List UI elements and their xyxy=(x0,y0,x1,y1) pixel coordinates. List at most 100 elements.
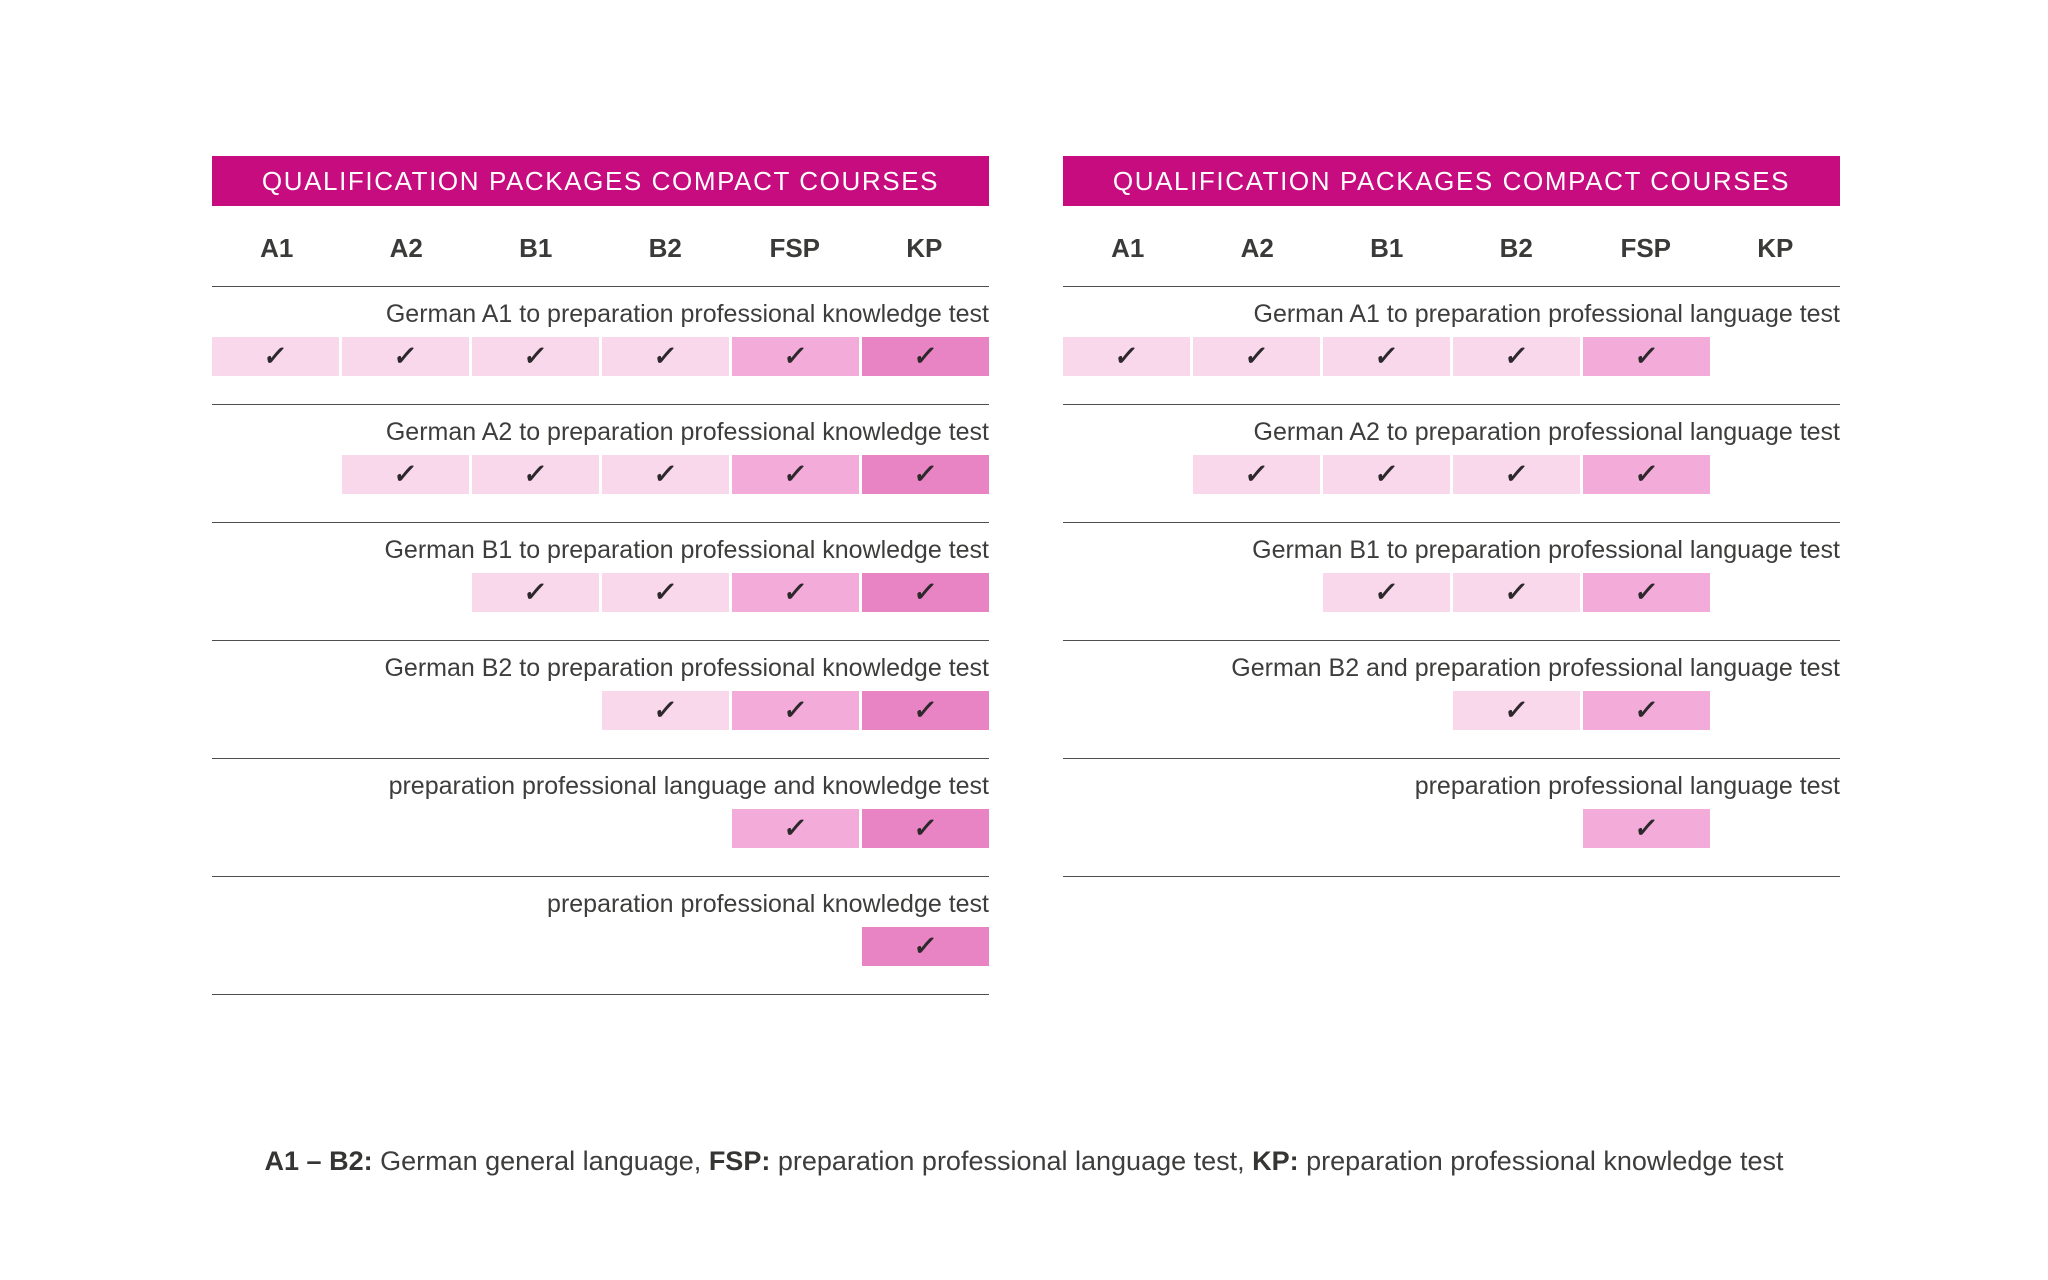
empty-cell xyxy=(1713,573,1840,612)
check-icon: ✓ xyxy=(1633,695,1660,725)
check-icon: ✓ xyxy=(1373,459,1400,489)
check-cell-kp: ✓ xyxy=(862,337,989,376)
check-cell-b2: ✓ xyxy=(602,691,729,730)
check-cell-b1: ✓ xyxy=(1323,337,1450,376)
check-cell-b1: ✓ xyxy=(472,455,599,494)
row-cells: ✓ ✓ ✓ ✓ ✓ xyxy=(1063,337,1840,376)
column-header-kp: KP xyxy=(1757,232,1794,263)
table-rows: German A1 to preparation professional la… xyxy=(1063,287,1840,877)
check-icon: ✓ xyxy=(782,813,809,843)
row-label: German B2 to preparation professional kn… xyxy=(384,654,989,682)
check-cell-b2: ✓ xyxy=(602,455,729,494)
row-label: German A2 to preparation professional la… xyxy=(1253,418,1841,446)
check-cell-kp: ✓ xyxy=(862,455,989,494)
qualification-table-language: QUALIFICATION PACKAGES COMPACT COURSES A… xyxy=(1063,156,1840,877)
row-cells: ✓ xyxy=(212,927,989,966)
check-cell-b1: ✓ xyxy=(472,337,599,376)
check-cell-b2: ✓ xyxy=(602,337,729,376)
check-icon: ✓ xyxy=(912,577,939,607)
row-label: preparation professional language and kn… xyxy=(388,772,989,800)
check-cell-b1: ✓ xyxy=(1323,573,1450,612)
column-header-kp: KP xyxy=(906,232,943,263)
table-row: German B2 to preparation professional kn… xyxy=(212,641,989,759)
check-icon: ✓ xyxy=(1503,459,1530,489)
check-icon: ✓ xyxy=(262,341,289,371)
check-icon: ✓ xyxy=(782,341,809,371)
check-cell-kp: ✓ xyxy=(862,573,989,612)
check-cell-b1: ✓ xyxy=(472,573,599,612)
table-row: German A2 to preparation professional la… xyxy=(1063,405,1840,523)
check-icon: ✓ xyxy=(1633,813,1660,843)
check-icon: ✓ xyxy=(912,813,939,843)
empty-cell xyxy=(472,809,599,848)
empty-cell xyxy=(472,691,599,730)
empty-cell xyxy=(1713,455,1840,494)
table-row: German B1 to preparation professional kn… xyxy=(212,523,989,641)
empty-cell xyxy=(1453,809,1580,848)
check-icon: ✓ xyxy=(912,695,939,725)
table-row: German A2 to preparation professional kn… xyxy=(212,405,989,523)
check-cell-fsp: ✓ xyxy=(1583,455,1710,494)
legend-key-kp: KP: xyxy=(1252,1146,1299,1176)
legend-text-fsp: preparation professional language test, xyxy=(770,1146,1253,1176)
check-cell-fsp: ✓ xyxy=(1583,691,1710,730)
check-cell-kp: ✓ xyxy=(862,809,989,848)
check-cell-a2: ✓ xyxy=(1193,337,1320,376)
check-icon: ✓ xyxy=(1633,577,1660,607)
check-icon: ✓ xyxy=(1503,577,1530,607)
legend-key-fsp: FSP: xyxy=(708,1146,771,1176)
empty-cell xyxy=(732,927,859,966)
column-header-a1: A1 xyxy=(260,232,294,263)
check-cell-b1: ✓ xyxy=(1323,455,1450,494)
check-icon: ✓ xyxy=(1503,341,1530,371)
row-cells: ✓ xyxy=(1063,809,1840,848)
table-row: preparation professional language and kn… xyxy=(212,759,989,877)
row-label: German A2 to preparation professional kn… xyxy=(385,418,989,446)
check-cell-fsp: ✓ xyxy=(1583,573,1710,612)
row-cells: ✓ ✓ ✓ ✓ ✓ ✓ xyxy=(212,337,989,376)
check-icon: ✓ xyxy=(1633,341,1660,371)
empty-cell xyxy=(1323,691,1450,730)
check-cell-kp: ✓ xyxy=(862,691,989,730)
row-cells: ✓ ✓ ✓ ✓ ✓ xyxy=(212,455,989,494)
empty-cell xyxy=(212,809,339,848)
row-cells: ✓ ✓ ✓ ✓ xyxy=(212,573,989,612)
table-row: German B2 and preparation professional l… xyxy=(1063,641,1840,759)
column-header-b1: B1 xyxy=(1370,232,1404,263)
check-cell-b2: ✓ xyxy=(1453,455,1580,494)
empty-cell xyxy=(472,927,599,966)
row-label: German B1 to preparation professional la… xyxy=(1252,536,1840,564)
empty-cell xyxy=(342,809,469,848)
column-header-fsp: FSP xyxy=(769,232,821,263)
row-label: German A1 to preparation professional la… xyxy=(1253,300,1841,328)
row-cells: ✓ ✓ ✓ ✓ xyxy=(1063,455,1840,494)
check-cell-b2: ✓ xyxy=(1453,573,1580,612)
column-header-b1: B1 xyxy=(519,232,553,263)
row-label: preparation professional language test xyxy=(1414,772,1840,800)
check-icon: ✓ xyxy=(782,695,809,725)
check-cell-a2: ✓ xyxy=(1193,455,1320,494)
row-label: preparation professional knowledge test xyxy=(547,890,989,918)
check-icon: ✓ xyxy=(1243,341,1270,371)
row-cells: ✓ ✓ ✓ xyxy=(1063,573,1840,612)
empty-cell xyxy=(1193,691,1320,730)
check-icon: ✓ xyxy=(392,459,419,489)
check-icon: ✓ xyxy=(392,341,419,371)
empty-cell xyxy=(1323,809,1450,848)
table-row: preparation professional knowledge test ✓ xyxy=(212,877,989,995)
check-cell-a1: ✓ xyxy=(1063,337,1190,376)
row-label: German B1 to preparation professional kn… xyxy=(384,536,989,564)
column-header-a1: A1 xyxy=(1111,232,1145,263)
check-icon: ✓ xyxy=(522,577,549,607)
table-title-bar: QUALIFICATION PACKAGES COMPACT COURSES xyxy=(212,156,989,206)
table-rows: German A1 to preparation professional kn… xyxy=(212,287,989,995)
empty-cell xyxy=(342,573,469,612)
check-icon: ✓ xyxy=(912,459,939,489)
empty-cell xyxy=(602,927,729,966)
legend-text-kp: preparation professional knowledge test xyxy=(1298,1146,1784,1176)
check-icon: ✓ xyxy=(652,695,679,725)
empty-cell xyxy=(342,927,469,966)
check-cell-b2: ✓ xyxy=(1453,337,1580,376)
check-icon: ✓ xyxy=(782,459,809,489)
